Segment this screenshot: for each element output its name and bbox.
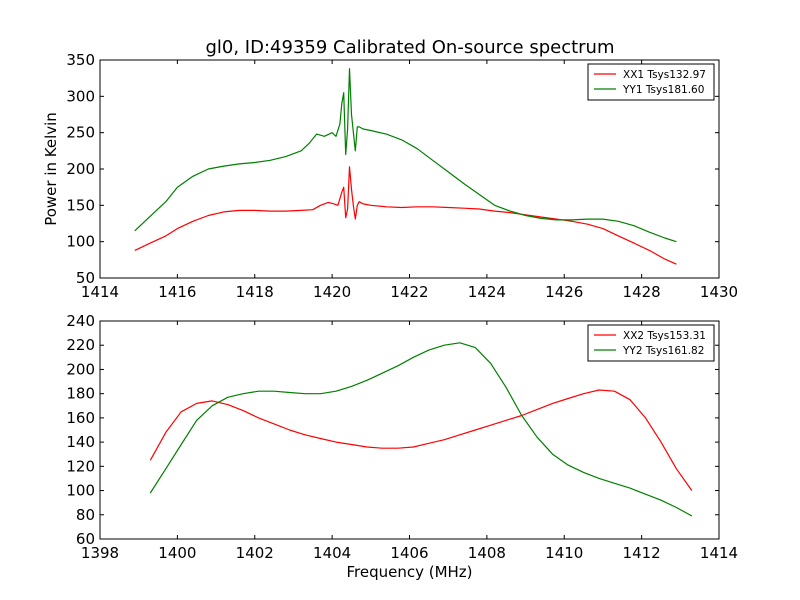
bottom-panel: 1398 1400 1402 1404 1406 1408 1410 1412 1414 60 80…	[66, 312, 738, 581]
top-panel: 1414 1416 1418 1420 1422 1424 1426 1428 1430 50 10…	[42, 51, 738, 301]
x-tick-label-1-0: 1398	[81, 544, 119, 562]
series-line-1-1	[149, 342, 693, 517]
series-line-0-0	[134, 166, 677, 265]
x-tick-label-0-4: 1422	[390, 283, 428, 301]
y-tick-label-0-6: 350	[66, 51, 95, 69]
y-tick-label-0-4: 250	[66, 124, 95, 142]
legend-label-0-0: XX1 Tsys132.97	[623, 69, 706, 81]
x-tick-label-1-2: 1402	[236, 544, 274, 562]
x-tick-label-0-8: 1430	[700, 283, 738, 301]
x-tick-label-1-1: 1400	[158, 544, 196, 562]
x-tick-label-0-0: 1414	[81, 283, 119, 301]
y-tick-label-1-9: 240	[66, 312, 95, 330]
x-tick-label-0-6: 1426	[545, 283, 583, 301]
figure-title: gl0, ID:49359 Calibrated On-source spect…	[205, 37, 614, 58]
x-tick-label-1-8: 1414	[700, 544, 738, 562]
y-tick-label-1-2: 100	[66, 482, 95, 500]
y-tick-label-0-2: 150	[66, 196, 95, 214]
legend-label-1-0: XX2 Tsys153.31	[623, 330, 706, 342]
legend-label-1-1: YY2 Tsys161.82	[622, 345, 704, 357]
legend-box-1	[587, 324, 715, 362]
y-tick-label-1-3: 120	[66, 457, 95, 475]
x-tick-label-0-7: 1428	[623, 283, 661, 301]
x-tick-label-1-6: 1410	[545, 544, 583, 562]
y-tick-label-1-6: 180	[66, 385, 95, 403]
legend-box-0	[587, 63, 715, 101]
y-tick-label-1-4: 140	[66, 433, 95, 451]
y-tick-label-1-1: 80	[76, 506, 95, 524]
series-line-0-1	[134, 68, 677, 243]
legend-label-0-1: YY1 Tsys181.60	[622, 84, 704, 96]
x-tick-label-1-3: 1404	[313, 544, 351, 562]
x-tick-label-0-3: 1420	[313, 283, 351, 301]
x-tick-label-1-4: 1406	[390, 544, 428, 562]
x-tick-label-0-1: 1416	[158, 283, 196, 301]
y-tick-label-0-3: 200	[66, 160, 95, 178]
y-tick-label-1-0: 60	[76, 530, 95, 548]
y-tick-label-0-5: 300	[66, 87, 95, 105]
y-tick-label-0-1: 100	[66, 233, 95, 251]
y-tick-label-0-0: 50	[76, 269, 95, 287]
y-tick-label-1-7: 200	[66, 360, 95, 378]
x-tick-label-1-7: 1412	[623, 544, 661, 562]
x-axis-label-1: Frequency (MHz)	[346, 563, 472, 581]
series-line-1-0	[149, 389, 693, 491]
y-tick-label-1-5: 160	[66, 409, 95, 427]
x-tick-label-0-2: 1418	[236, 283, 274, 301]
y-axis-label-0: Power in Kelvin	[42, 112, 60, 226]
y-tick-label-1-8: 220	[66, 336, 95, 354]
x-tick-label-0-5: 1424	[468, 283, 506, 301]
x-tick-label-1-5: 1408	[468, 544, 506, 562]
